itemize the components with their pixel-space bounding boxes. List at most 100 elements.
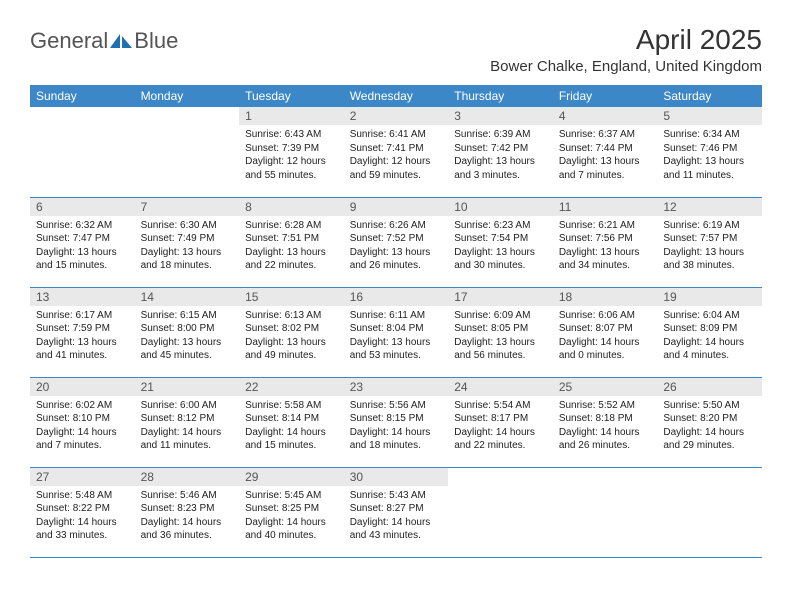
sunrise-text: Sunrise: 5:52 AM [559, 399, 652, 413]
daylight-text: Daylight: 14 hours and 15 minutes. [245, 426, 338, 453]
calendar-cell [30, 107, 135, 197]
calendar-cell: 24Sunrise: 5:54 AMSunset: 8:17 PMDayligh… [448, 377, 553, 467]
day-data: Sunrise: 5:52 AMSunset: 8:18 PMDaylight:… [553, 396, 658, 457]
day-data: Sunrise: 5:43 AMSunset: 8:27 PMDaylight:… [344, 486, 449, 547]
day-data: Sunrise: 6:13 AMSunset: 8:02 PMDaylight:… [239, 306, 344, 367]
daylight-text: Daylight: 13 hours and 15 minutes. [36, 246, 129, 273]
day-data: Sunrise: 6:39 AMSunset: 7:42 PMDaylight:… [448, 125, 553, 186]
sunrise-text: Sunrise: 5:50 AM [663, 399, 756, 413]
calendar-cell: 16Sunrise: 6:11 AMSunset: 8:04 PMDayligh… [344, 287, 449, 377]
title-block: April 2025 Bower Chalke, England, United… [490, 24, 762, 75]
calendar-cell: 10 Sunrise: 6:23 AMSunset: 7:54 PMDayligh… [448, 197, 553, 287]
day-data: Sunrise: 5:58 AMSunset: 8:14 PMDaylight:… [239, 396, 344, 457]
daylight-text: Daylight: 13 hours and 41 minutes. [36, 336, 129, 363]
calendar-cell: 9Sunrise: 6:26 AMSunset: 7:52 PMDaylight… [344, 197, 449, 287]
day-data: Sunrise: 5:48 AMSunset: 8:22 PMDaylight:… [30, 486, 135, 547]
calendar-cell [135, 107, 240, 197]
calendar-cell: 17Sunrise: 6:09 AMSunset: 8:05 PMDayligh… [448, 287, 553, 377]
day-number: 24 [448, 378, 553, 396]
calendar-cell: 22Sunrise: 5:58 AMSunset: 8:14 PMDayligh… [239, 377, 344, 467]
sunset-text: Sunset: 7:44 PM [559, 142, 652, 156]
sunset-text: Sunset: 7:47 PM [36, 232, 129, 246]
daylight-text: Daylight: 14 hours and 33 minutes. [36, 516, 129, 543]
sunset-text: Sunset: 8:27 PM [350, 502, 443, 516]
day-data: Sunrise: 6:41 AMSunset: 7:41 PMDaylight:… [344, 125, 449, 186]
sunrise-text: Sunrise: 6:00 AM [141, 399, 234, 413]
calendar-row: 6Sunrise: 6:32 AMSunset: 7:47 PMDaylight… [30, 197, 762, 287]
sunset-text: Sunset: 7:46 PM [663, 142, 756, 156]
brand-sail-icon [110, 32, 132, 50]
sunrise-text: Sunrise: 6:19 AM [663, 219, 756, 233]
sunset-text: Sunset: 8:17 PM [454, 412, 547, 426]
day-number: 15 [239, 288, 344, 306]
calendar-cell: 12Sunrise: 6:19 AMSunset: 7:57 PMDayligh… [657, 197, 762, 287]
sunset-text: Sunset: 7:51 PM [245, 232, 338, 246]
day-number: 2 [344, 107, 449, 125]
day-number: 25 [553, 378, 658, 396]
day-number: 20 [30, 378, 135, 396]
sunset-text: Sunset: 7:54 PM [454, 232, 547, 246]
daylight-text: Daylight: 14 hours and 7 minutes. [36, 426, 129, 453]
daylight-text: Daylight: 13 hours and 7 minutes. [559, 155, 652, 182]
calendar-row: 27Sunrise: 5:48 AMSunset: 8:22 PMDayligh… [30, 467, 762, 557]
day-number: 19 [657, 288, 762, 306]
calendar-cell: 23Sunrise: 5:56 AMSunset: 8:15 PMDayligh… [344, 377, 449, 467]
dayhead-wed: Wednesday [344, 85, 449, 107]
day-number: 7 [135, 198, 240, 216]
day-data: Sunrise: 6:28 AMSunset: 7:51 PMDaylight:… [239, 216, 344, 277]
day-number: 10 [448, 198, 553, 216]
sunrise-text: Sunrise: 6:23 AM [454, 219, 547, 233]
sunset-text: Sunset: 7:49 PM [141, 232, 234, 246]
day-data: Sunrise: 6:19 AMSunset: 7:57 PMDaylight:… [657, 216, 762, 277]
day-data: Sunrise: 6:15 AMSunset: 8:00 PMDaylight:… [135, 306, 240, 367]
daylight-text: Daylight: 14 hours and 22 minutes. [454, 426, 547, 453]
calendar-cell: 18Sunrise: 6:06 AMSunset: 8:07 PMDayligh… [553, 287, 658, 377]
day-data: Sunrise: 6:04 AMSunset: 8:09 PMDaylight:… [657, 306, 762, 367]
day-number: 1 [239, 107, 344, 125]
sunset-text: Sunset: 7:57 PM [663, 232, 756, 246]
sunset-text: Sunset: 8:05 PM [454, 322, 547, 336]
calendar-cell: 4Sunrise: 6:37 AMSunset: 7:44 PMDaylight… [553, 107, 658, 197]
dayhead-thu: Thursday [448, 85, 553, 107]
day-data: Sunrise: 5:45 AMSunset: 8:25 PMDaylight:… [239, 486, 344, 547]
day-number: 11 [553, 198, 658, 216]
sunset-text: Sunset: 8:15 PM [350, 412, 443, 426]
sunrise-text: Sunrise: 6:26 AM [350, 219, 443, 233]
daylight-text: Daylight: 14 hours and 4 minutes. [663, 336, 756, 363]
daylight-text: Daylight: 13 hours and 26 minutes. [350, 246, 443, 273]
day-data: Sunrise: 6:21 AMSunset: 7:56 PMDaylight:… [553, 216, 658, 277]
sunrise-text: Sunrise: 6:04 AM [663, 309, 756, 323]
dayhead-sat: Saturday [657, 85, 762, 107]
sunset-text: Sunset: 8:22 PM [36, 502, 129, 516]
day-data: Sunrise: 6:32 AMSunset: 7:47 PMDaylight:… [30, 216, 135, 277]
calendar-cell: 15Sunrise: 6:13 AMSunset: 8:02 PMDayligh… [239, 287, 344, 377]
sunrise-text: Sunrise: 5:45 AM [245, 489, 338, 503]
daylight-text: Daylight: 14 hours and 40 minutes. [245, 516, 338, 543]
calendar-row: 13Sunrise: 6:17 AMSunset: 7:59 PMDayligh… [30, 287, 762, 377]
daylight-text: Daylight: 13 hours and 30 minutes. [454, 246, 547, 273]
sunrise-text: Sunrise: 5:48 AM [36, 489, 129, 503]
day-number: 4 [553, 107, 658, 125]
sunrise-text: Sunrise: 6:30 AM [141, 219, 234, 233]
calendar-cell: 29Sunrise: 5:45 AMSunset: 8:25 PMDayligh… [239, 467, 344, 557]
sunset-text: Sunset: 7:39 PM [245, 142, 338, 156]
day-number: 29 [239, 468, 344, 486]
day-number: 12 [657, 198, 762, 216]
daylight-text: Daylight: 13 hours and 11 minutes. [663, 155, 756, 182]
calendar-cell: 1Sunrise: 6:43 AMSunset: 7:39 PMDaylight… [239, 107, 344, 197]
calendar-cell: 27Sunrise: 5:48 AMSunset: 8:22 PMDayligh… [30, 467, 135, 557]
sunset-text: Sunset: 7:59 PM [36, 322, 129, 336]
sunrise-text: Sunrise: 6:21 AM [559, 219, 652, 233]
sunrise-text: Sunrise: 5:58 AM [245, 399, 338, 413]
sunset-text: Sunset: 7:41 PM [350, 142, 443, 156]
header: General Blue April 2025 Bower Chalke, En… [30, 24, 762, 75]
location-text: Bower Chalke, England, United Kingdom [490, 58, 762, 75]
day-data: Sunrise: 6:02 AMSunset: 8:10 PMDaylight:… [30, 396, 135, 457]
calendar-cell [448, 467, 553, 557]
calendar-cell: 30Sunrise: 5:43 AMSunset: 8:27 PMDayligh… [344, 467, 449, 557]
sunset-text: Sunset: 7:52 PM [350, 232, 443, 246]
day-number: 6 [30, 198, 135, 216]
sunrise-text: Sunrise: 6:02 AM [36, 399, 129, 413]
sunset-text: Sunset: 8:02 PM [245, 322, 338, 336]
day-data: Sunrise: 5:46 AMSunset: 8:23 PMDaylight:… [135, 486, 240, 547]
